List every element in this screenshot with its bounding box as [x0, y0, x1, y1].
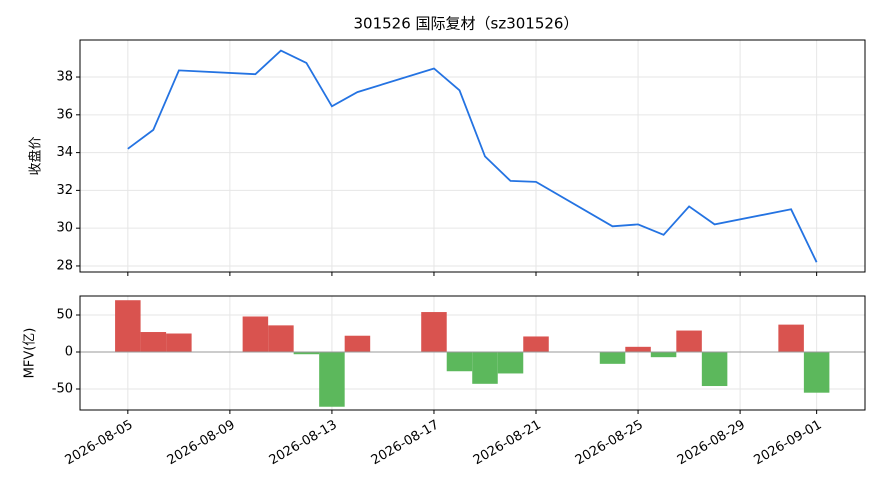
- price-line: [127, 49, 818, 263]
- bar: [242, 316, 269, 353]
- bar: [446, 352, 473, 372]
- bar: [803, 352, 830, 393]
- x-tick-label: 2026-08-25: [573, 418, 646, 469]
- y-axis-label: MFV(亿): [23, 328, 38, 379]
- y-tick-label: 0: [65, 345, 73, 360]
- y-axis-label: 收盘价: [28, 136, 44, 175]
- bar: [115, 300, 141, 353]
- y-tick-label: 38: [56, 70, 73, 85]
- bar: [140, 332, 167, 353]
- y-tick-label: 36: [56, 107, 73, 122]
- bar: [166, 333, 192, 353]
- bar: [650, 352, 677, 358]
- plot-frame: [79, 295, 866, 411]
- bar: [268, 325, 294, 353]
- y-tick-label: 32: [56, 183, 73, 198]
- x-tick-label: 2026-08-21: [471, 418, 544, 469]
- bar: [778, 324, 804, 353]
- x-tick-label: 2026-09-01: [751, 418, 824, 469]
- y-tick-label: -50: [52, 381, 73, 396]
- x-tick-label: 2026-08-05: [63, 418, 136, 469]
- x-tick-label: 2026-08-09: [165, 418, 238, 469]
- y-tick-label: 34: [56, 145, 73, 160]
- bar: [599, 352, 626, 364]
- bar: [497, 352, 524, 374]
- x-tick-label: 2026-08-13: [267, 418, 340, 469]
- y-tick-label: 30: [56, 221, 73, 236]
- bar: [676, 330, 702, 353]
- bar: [421, 312, 447, 353]
- bar: [344, 335, 371, 353]
- bar: [625, 346, 651, 353]
- y-tick-label: 50: [56, 308, 73, 323]
- chart-title: 301526 国际复材（sz301526）: [354, 15, 579, 33]
- y-tick-label: 28: [56, 258, 73, 273]
- bar: [472, 352, 498, 384]
- bar: [701, 352, 728, 387]
- plot-frame: [79, 39, 866, 273]
- bar: [319, 352, 345, 407]
- bar: [523, 336, 549, 353]
- x-tick-label: 2026-08-29: [675, 418, 748, 469]
- bar: [293, 352, 320, 355]
- x-tick-label: 2026-08-17: [369, 418, 442, 469]
